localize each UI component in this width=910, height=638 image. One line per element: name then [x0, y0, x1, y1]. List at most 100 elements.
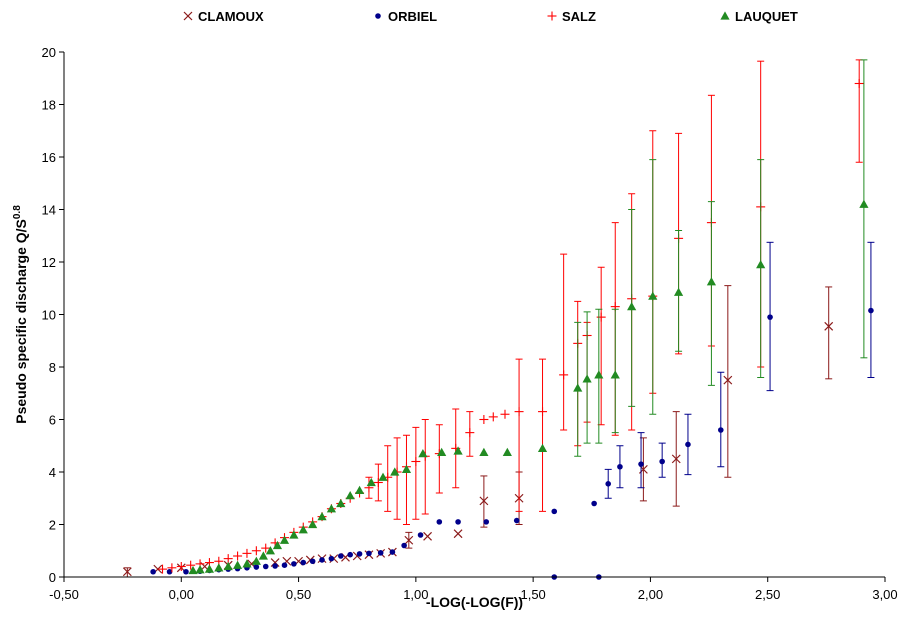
point-orbiel	[253, 564, 260, 570]
y-tick-label: 18	[42, 98, 56, 113]
error-bar-lauquet	[707, 201, 715, 386]
point-salz	[242, 548, 252, 558]
point-lauquet	[195, 565, 205, 574]
legend-label: CLAMOUX	[198, 9, 264, 24]
point-lauquet	[242, 559, 252, 568]
point-salz	[261, 543, 271, 553]
y-tick-label: 16	[42, 150, 56, 165]
y-tick-label: 10	[42, 308, 56, 323]
point-salz	[465, 428, 475, 438]
point-lauquet	[582, 374, 592, 383]
error-bar-clamoux	[825, 286, 833, 380]
point-salz	[479, 415, 489, 424]
legend-item-lauquet: LAUQUET	[720, 9, 798, 24]
y-tick-label: 6	[49, 413, 56, 428]
error-bar-salz	[515, 358, 523, 512]
point-salz	[251, 546, 261, 556]
series-clamoux	[122, 285, 834, 578]
point-salz	[500, 409, 510, 419]
error-bar-salz	[435, 424, 443, 494]
point-salz	[186, 560, 196, 570]
point-lauquet	[378, 472, 388, 481]
point-orbiel	[166, 568, 173, 575]
point-orbiel	[513, 517, 520, 524]
point-lauquet	[502, 447, 512, 456]
y-tick-label: 14	[42, 203, 56, 218]
point-lauquet	[258, 551, 268, 560]
point-orbiel	[319, 557, 325, 563]
point-lauquet	[279, 535, 290, 544]
error-bar-orbiel	[637, 432, 645, 489]
point-orbiel	[401, 542, 407, 549]
point-salz	[233, 551, 243, 561]
point-salz	[411, 457, 421, 466]
point-orbiel	[767, 314, 773, 320]
point-lauquet	[265, 546, 276, 555]
point-orbiel	[868, 307, 874, 314]
point-lauquet	[272, 540, 283, 550]
point-salz	[854, 79, 864, 88]
point-salz	[223, 554, 233, 564]
y-tick-label: 20	[42, 45, 56, 60]
point-salz	[167, 563, 177, 573]
error-bar-salz	[539, 358, 547, 512]
point-orbiel	[389, 549, 396, 555]
point-lauquet	[289, 530, 299, 539]
legend-marker-orbiel	[375, 13, 381, 19]
point-clamoux	[824, 321, 834, 331]
point-lauquet	[437, 447, 447, 456]
point-lauquet	[317, 512, 327, 521]
x-tick-label: -0,50	[49, 587, 79, 602]
point-clamoux	[723, 375, 733, 385]
legend-marker-clamoux	[183, 11, 193, 21]
legend-label: SALZ	[562, 9, 596, 24]
point-lauquet	[573, 383, 583, 392]
point-salz	[176, 562, 186, 571]
series-lauquet	[188, 59, 869, 575]
y-tick-label: 8	[49, 360, 56, 375]
legend-label: ORBIEL	[388, 9, 437, 24]
point-orbiel	[659, 458, 665, 465]
legend-item-salz: SALZ	[547, 9, 596, 24]
point-orbiel	[366, 550, 372, 557]
error-bar-salz	[421, 419, 429, 515]
point-orbiel	[455, 519, 461, 525]
point-orbiel	[483, 519, 490, 525]
point-orbiel	[436, 519, 443, 525]
x-tick-label: 1,50	[520, 587, 545, 602]
error-bar-salz	[402, 434, 410, 525]
point-orbiel	[300, 559, 307, 566]
point-salz	[559, 370, 569, 380]
point-orbiel	[337, 553, 344, 559]
point-orbiel	[377, 550, 384, 556]
point-clamoux	[671, 454, 681, 464]
point-lauquet	[610, 370, 620, 379]
y-axis-title-main: Pseudo specific discharge Q/S	[13, 219, 29, 424]
point-clamoux	[122, 567, 132, 577]
axes: 0 2 4 6 8 10 12 14 16 18 20 -0,50 0,00 0,50 1,00 1,50 2,…	[42, 45, 898, 602]
point-lauquet	[298, 525, 308, 534]
point-lauquet	[418, 449, 428, 458]
point-orbiel	[638, 461, 644, 467]
point-clamoux	[453, 529, 463, 539]
y-tick-label: 2	[49, 518, 56, 533]
y-tick-label: 0	[49, 570, 56, 585]
point-clamoux	[404, 535, 414, 545]
point-lauquet	[453, 446, 463, 455]
error-bar-salz	[393, 437, 401, 520]
point-lauquet	[627, 302, 637, 311]
series-salz	[158, 59, 864, 574]
point-orbiel	[617, 463, 623, 470]
legend-label: LAUQUET	[735, 9, 798, 24]
error-bar-salz	[560, 253, 568, 431]
error-bar-lauquet	[860, 59, 868, 359]
legend-marker-lauquet	[720, 11, 730, 20]
point-lauquet	[366, 477, 376, 487]
point-salz	[514, 407, 524, 417]
y-tick-label: 12	[42, 255, 56, 270]
point-orbiel	[551, 508, 558, 515]
point-salz	[158, 564, 168, 574]
point-orbiel	[183, 568, 189, 575]
error-bar-lauquet	[757, 159, 765, 378]
point-orbiel	[685, 441, 691, 448]
